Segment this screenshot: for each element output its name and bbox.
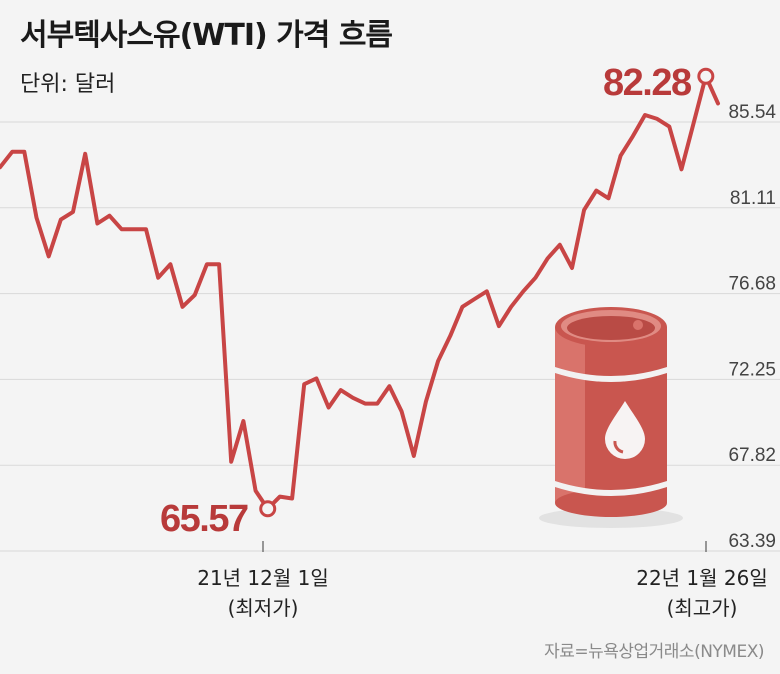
- low-value-label: 65.57: [160, 498, 248, 540]
- low-date-label: 21년 12월 1일: [197, 566, 329, 590]
- y-tick-label: 72.25: [728, 359, 776, 380]
- low-note-label: (최저가): [228, 596, 299, 620]
- y-tick-label: 85.54: [728, 102, 776, 123]
- high-note-label: (최고가): [667, 596, 738, 620]
- unit-label: 단위: 달러: [20, 72, 116, 97]
- low-point-marker: [259, 500, 277, 518]
- y-tick-label: 63.39: [728, 531, 776, 552]
- high-value-label: 82.28: [603, 62, 691, 104]
- high-point-marker: [697, 67, 715, 85]
- chart-title: 서부텍사스유(WTI) 가격 흐름: [20, 18, 393, 53]
- y-axis-ticks: 85.54 81.11 76.68 72.25 67.82 63.39: [728, 102, 776, 552]
- y-tick-label: 76.68: [728, 274, 776, 295]
- series-line: [0, 74, 720, 511]
- oil-barrel-icon: [539, 307, 683, 528]
- high-date-label: 22년 1월 26일: [636, 566, 768, 590]
- y-tick-label: 81.11: [730, 188, 776, 209]
- y-tick-label: 67.82: [728, 445, 776, 466]
- source-note: 자료=뉴욕상업거래소(NYMEX): [544, 642, 764, 662]
